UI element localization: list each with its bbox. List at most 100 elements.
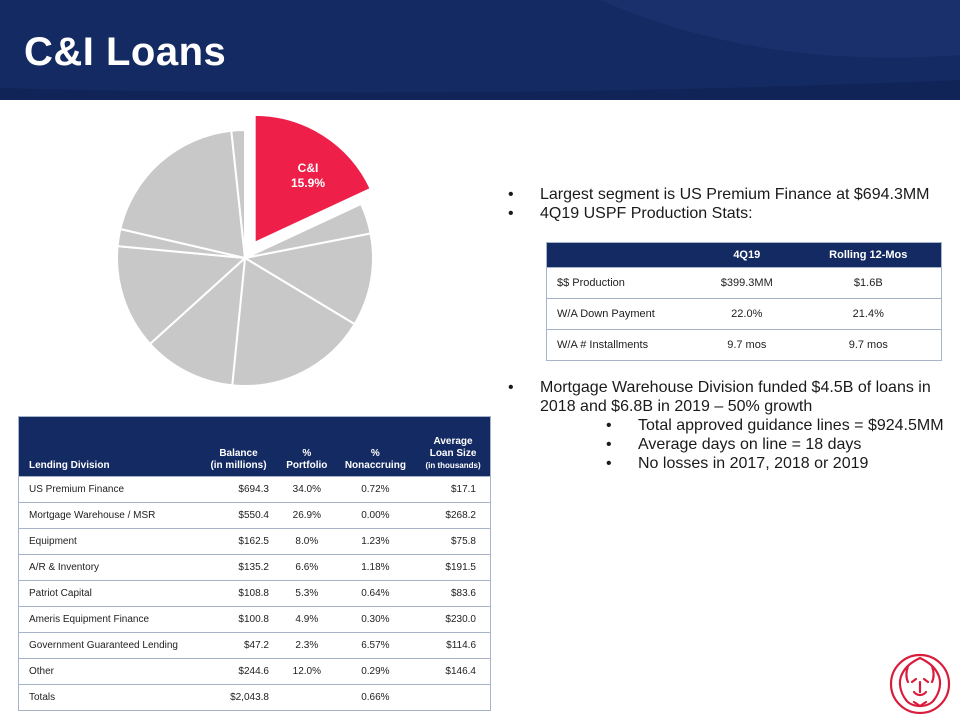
pie-slice: [116, 245, 248, 346]
table-row: $$ Production $399.3MM $1.6B: [546, 267, 942, 299]
lending-division-table: Lending Division Balance (in millions) %…: [18, 416, 491, 711]
table-cell: 34.0%: [279, 476, 335, 503]
table-cell: $268.2: [416, 502, 491, 529]
table-cell: Equipment: [18, 528, 198, 555]
header-line: Average: [433, 436, 473, 447]
table-cell: 0.64%: [334, 580, 417, 607]
header-line: %: [370, 448, 380, 459]
table-cell: $$ Production: [546, 267, 698, 299]
table-cell: 2.3%: [279, 632, 335, 659]
table-row: Mortgage Warehouse / MSR $550.4 26.9% 0.00%…: [18, 502, 491, 529]
table-cell: $1.6B: [795, 267, 942, 299]
header-line: (in thousands): [425, 461, 481, 470]
totals-row: Totals $2,043.8 0.66%: [18, 684, 491, 711]
table-cell: 0.30%: [334, 606, 417, 633]
table-header-cell: Rolling 12-Mos: [795, 242, 942, 268]
table-cell: [279, 684, 335, 711]
table-cell: 0.29%: [334, 658, 417, 685]
pie-slice: [231, 256, 356, 387]
table-cell: Ameris Equipment Finance: [18, 606, 198, 633]
table-cell: 8.0%: [279, 528, 335, 555]
uspf-production-stats-table: 4Q19 Rolling 12-Mos $$ Production $399.3…: [546, 242, 942, 361]
header-line: %: [302, 448, 312, 459]
table-header-row: Lending Division Balance (in millions) %…: [18, 416, 491, 477]
pie-slice-ci: [253, 113, 373, 245]
table-row: Equipment $162.5 8.0% 1.23% $75.8: [18, 528, 491, 555]
table-cell: A/R & Inventory: [18, 554, 198, 581]
pie-slice: [242, 232, 374, 326]
table-header-cell: 4Q19: [698, 242, 796, 268]
table-cell: $83.6: [416, 580, 491, 607]
table-cell: Totals: [18, 684, 198, 711]
table-cell: 5.3%: [279, 580, 335, 607]
table-cell: $2,043.8: [198, 684, 279, 711]
table-cell: 9.7 mos: [795, 329, 942, 361]
sub-bullet-item: Average days on line = 18 days: [540, 435, 948, 454]
table-cell: $694.3: [198, 476, 279, 503]
bullet-item: 4Q19 USPF Production Stats:: [508, 204, 948, 223]
table-cell: 26.9%: [279, 502, 335, 529]
header-balance: Balance (in millions): [198, 416, 279, 477]
table-row: Ameris Equipment Finance $100.8 4.9% 0.30% $…: [18, 606, 491, 633]
pie-slice: [148, 255, 247, 387]
table-cell: $162.5: [198, 528, 279, 555]
table-cell: 6.57%: [334, 632, 417, 659]
pie-slice: [119, 129, 247, 260]
pie-label-percent: 15.9%: [291, 176, 325, 190]
header-average-loan-size: Average Loan Size (in thousands): [416, 416, 491, 477]
table-cell: $17.1: [416, 476, 491, 503]
table-cell: 22.0%: [698, 298, 796, 330]
table-cell: 1.18%: [334, 554, 417, 581]
table-cell: 21.4%: [795, 298, 942, 330]
table-cell: $108.8: [198, 580, 279, 607]
header-line: (in millions): [210, 460, 267, 471]
table-cell: $75.8: [416, 528, 491, 555]
pie-label-category: C&I: [298, 161, 319, 175]
table-cell: 0.00%: [334, 502, 417, 529]
page-title: C&I Loans: [24, 30, 227, 74]
table-cell: $230.0: [416, 606, 491, 633]
table-cell: 12.0%: [279, 658, 335, 685]
table-cell: 0.72%: [334, 476, 417, 503]
table-cell: 0.66%: [334, 684, 417, 711]
header-nonaccruing: % Nonaccruing: [334, 416, 417, 477]
table-cell: Patriot Capital: [18, 580, 198, 607]
table-cell: 4.9%: [279, 606, 335, 633]
table-cell: W/A Down Payment: [546, 298, 698, 330]
table-cell: Government Guaranteed Lending: [18, 632, 198, 659]
sub-bullet-item: Total approved guidance lines = $924.5MM: [540, 416, 948, 435]
table-header-cell: [546, 242, 698, 268]
header-swoosh: [0, 0, 960, 100]
sub-bullet-item: No losses in 2017, 2018 or 2019: [540, 454, 948, 473]
portfolio-pie-chart: C&I 15.9%: [116, 113, 374, 387]
table-row: Patriot Capital $108.8 5.3% 0.64% $83.6: [18, 580, 491, 607]
table-cell: $114.6: [416, 632, 491, 659]
table-cell: $399.3MM: [698, 267, 796, 299]
bullet-list-top: Largest segment is US Premium Finance at…: [508, 185, 948, 223]
bullet-item: Largest segment is US Premium Finance at…: [508, 185, 948, 204]
table-row: US Premium Finance $694.3 34.0% 0.72% $17.1: [18, 476, 491, 503]
table-row: Government Guaranteed Lending $47.2 2.3% 6.…: [18, 632, 491, 659]
header-portfolio: % Portfolio: [279, 416, 335, 477]
table-row: Other $244.6 12.0% 0.29% $146.4: [18, 658, 491, 685]
header-band: C&I Loans: [0, 0, 960, 100]
table-cell: 6.6%: [279, 554, 335, 581]
table-cell: $191.5: [416, 554, 491, 581]
header-line: Portfolio: [286, 460, 328, 471]
table-cell: Other: [18, 658, 198, 685]
table-cell: US Premium Finance: [18, 476, 198, 503]
header-line: Nonaccruing: [344, 460, 406, 471]
table-cell: W/A # Installments: [546, 329, 698, 361]
table-cell: $135.2: [198, 554, 279, 581]
table-cell: 9.7 mos: [698, 329, 796, 361]
table-cell: $550.4: [198, 502, 279, 529]
header-line: Balance: [219, 448, 258, 459]
table-row: W/A # Installments 9.7 mos 9.7 mos: [546, 329, 942, 361]
table-cell: Mortgage Warehouse / MSR: [18, 502, 198, 529]
header-lending-division: Lending Division: [18, 416, 198, 477]
pie-slice: [230, 128, 246, 259]
table-cell: $146.4: [416, 658, 491, 685]
bullet-item: Mortgage Warehouse Division funded $4.5B…: [508, 378, 948, 473]
table-row: W/A Down Payment 22.0% 21.4%: [546, 298, 942, 330]
header-line: Loan Size: [429, 448, 477, 459]
